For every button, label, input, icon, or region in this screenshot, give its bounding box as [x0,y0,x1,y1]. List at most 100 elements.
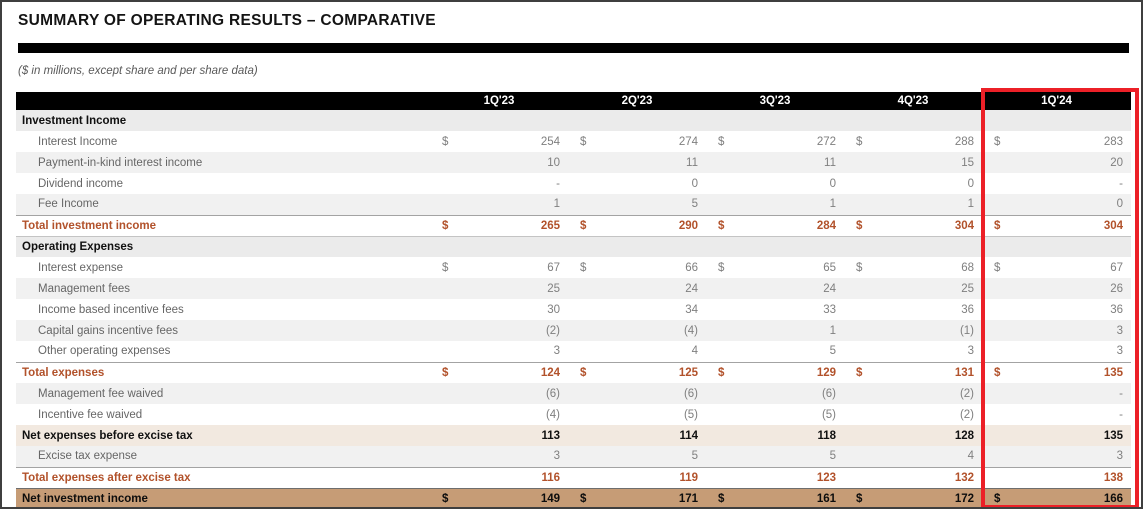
amount-cell: $67 [982,257,1131,278]
row-label: Interest Income [38,135,118,148]
amount-cell: 5 [568,194,706,215]
column-header-1q24: 1Q'24 [982,92,1131,110]
amount-value: 171 [678,492,698,505]
amount-cell: $135 [982,362,1131,383]
amount-value: 272 [816,135,836,148]
amount-value: 113 [541,429,560,442]
dollar-sign: $ [718,261,725,274]
amount-value: (5) [683,408,698,421]
row-label: Total expenses after excise tax [22,471,191,484]
amount-cell [568,236,706,257]
amount-cell [430,110,568,131]
row-label: Net expenses before excise tax [22,429,193,442]
amount-cell: 1 [706,194,844,215]
amount-cell: 36 [982,299,1131,320]
amount-value: 119 [679,471,698,484]
amount-value: 114 [679,429,698,442]
amount-value: (2) [959,387,974,400]
amount-cell: (2) [430,320,568,341]
amount-value: 3 [967,345,974,358]
amount-value: 0 [829,177,836,190]
amount-cell: $290 [568,215,706,236]
amount-cell: 0 [982,194,1131,215]
amount-cell: (4) [430,404,568,425]
amount-cell: 4 [568,341,706,362]
amount-value: (6) [545,387,560,400]
amount-cell: - [982,173,1131,194]
amount-cell [706,110,844,131]
table-row: Management fee waived (6) (6) (6) (2) - [16,383,1131,404]
amount-cell: $172 [844,488,982,507]
amount-value: 135 [1103,366,1123,379]
amount-value: (4) [545,408,560,421]
amount-cell: 113 [430,425,568,446]
amount-value: 26 [1110,282,1123,295]
amount-cell: 5 [568,446,706,467]
amount-cell: 30 [430,299,568,320]
amount-cell: 0 [844,173,982,194]
amount-cell: (2) [844,404,982,425]
dollar-sign: $ [442,492,449,505]
amount-cell: $67 [430,257,568,278]
amount-cell: $161 [706,488,844,507]
dollar-sign: $ [994,135,1001,148]
amount-cell: $68 [844,257,982,278]
dollar-sign: $ [718,492,725,505]
amount-cell: $66 [568,257,706,278]
amount-value: 3 [553,345,560,358]
dollar-sign: $ [580,261,587,274]
table-row: Capital gains incentive fees (2) (4) 1 (1) 3 [16,320,1131,341]
dollar-sign: $ [994,219,1001,232]
amount-value: 25 [547,282,560,295]
units-note: ($ in millions, except share and per sha… [18,65,258,77]
row-label: Total expenses [22,366,105,379]
amount-cell: 1 [430,194,568,215]
amount-value: 10 [547,156,560,169]
amount-cell: 11 [706,152,844,173]
amount-value: 1 [967,198,974,211]
amount-cell: 3 [430,341,568,362]
amount-cell [844,110,982,131]
amount-value: 283 [1103,135,1123,148]
amount-cell: 11 [568,152,706,173]
row-label: Total investment income [22,219,156,232]
title-divider-bar [18,43,1129,53]
amount-cell: 1 [706,320,844,341]
amount-value: 68 [961,261,974,274]
amount-value: 5 [829,450,836,463]
dollar-sign: $ [856,492,863,505]
amount-value: 36 [961,303,974,316]
amount-cell: 25 [844,278,982,299]
amount-value: 3 [1116,324,1123,337]
column-header-3q23: 3Q'23 [706,92,844,110]
amount-cell [982,110,1131,131]
amount-cell: $131 [844,362,982,383]
amount-cell: 26 [982,278,1131,299]
amount-value: (6) [683,387,698,400]
table-row: Income based incentive fees 30 34 33 36 36 [16,299,1131,320]
amount-cell: 24 [568,278,706,299]
amount-value: 284 [816,219,836,232]
amount-value: 66 [685,261,698,274]
amount-value: 124 [540,366,560,379]
dollar-sign: $ [580,135,587,148]
table-header-row: 1Q'23 2Q'23 3Q'23 4Q'23 1Q'24 [16,92,1131,110]
table-row: Interest Income $254 $274 $272 $288 $283 [16,131,1131,152]
amount-cell: 135 [982,425,1131,446]
amount-cell: (2) [844,383,982,404]
amount-cell: (1) [844,320,982,341]
dollar-sign: $ [994,261,1001,274]
amount-cell: $254 [430,131,568,152]
amount-cell: $129 [706,362,844,383]
amount-cell: 33 [706,299,844,320]
dollar-sign: $ [718,366,725,379]
amount-cell: $288 [844,131,982,152]
amount-value: 128 [954,429,974,442]
amount-cell [844,236,982,257]
amount-cell: 4 [844,446,982,467]
amount-cell: (6) [706,383,844,404]
amount-cell: $272 [706,131,844,152]
amount-value: 118 [817,429,836,442]
amount-value: 135 [1103,429,1123,442]
